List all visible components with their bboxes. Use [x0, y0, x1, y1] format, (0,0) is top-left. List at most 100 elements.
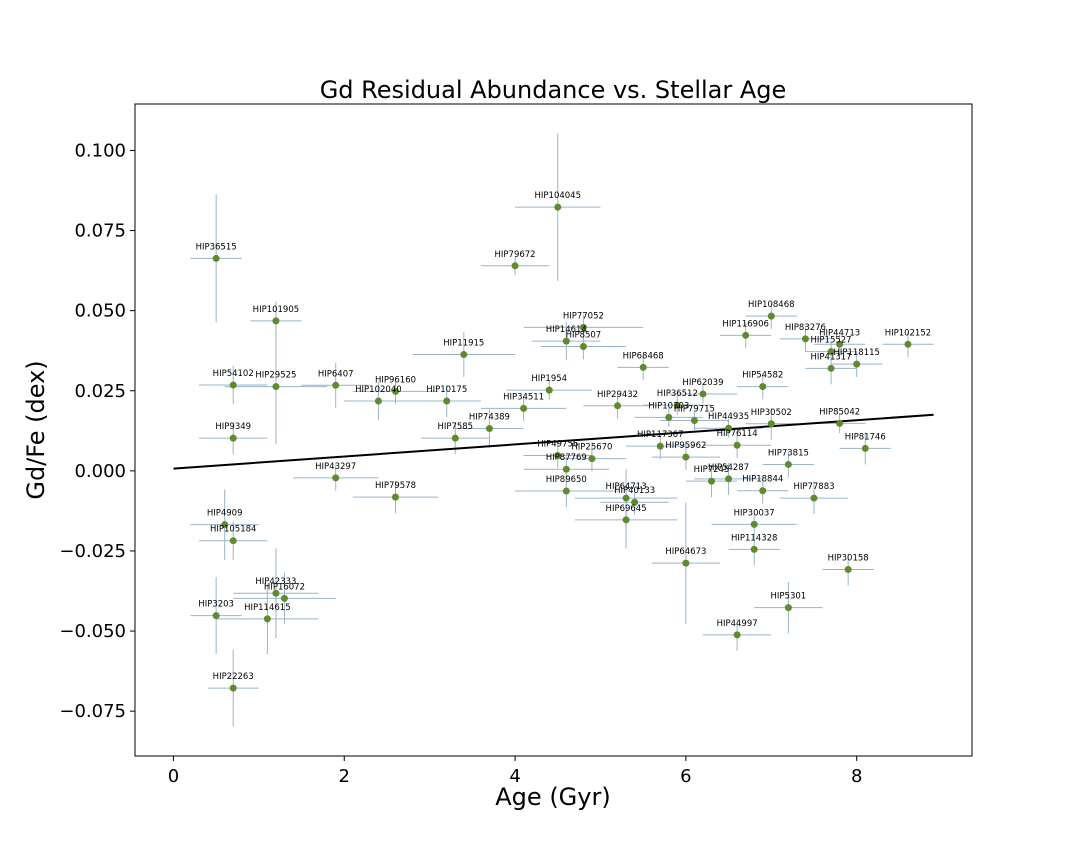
data-point	[391, 387, 399, 395]
x-tick-label: 0	[168, 766, 179, 787]
point-label: HIP77052	[563, 311, 604, 321]
point-label: HIP104045	[535, 191, 581, 201]
data-point	[520, 404, 528, 412]
data-point	[221, 521, 229, 529]
data-point	[631, 498, 639, 506]
point-labels: HIP36515 HIP101905 HIP54102 HIP29525 HIP6407…	[196, 191, 932, 682]
point-label: HIP30158	[828, 554, 869, 564]
data-point	[622, 516, 630, 524]
point-label: HIP83276	[785, 323, 826, 333]
data-point	[229, 434, 237, 442]
data-point	[443, 397, 451, 405]
y-tick-label: 0.075	[74, 221, 126, 242]
data-point	[460, 351, 468, 359]
data-point	[836, 340, 844, 348]
point-label: HIP54287	[708, 463, 749, 473]
data-point	[742, 331, 750, 339]
data-point	[750, 545, 758, 553]
data-point	[229, 537, 237, 545]
data-point	[673, 401, 681, 409]
data-point	[622, 494, 630, 502]
point-label: HIP64673	[665, 547, 706, 557]
data-point	[579, 323, 587, 331]
data-point	[656, 442, 664, 450]
point-label: HIP29432	[597, 390, 638, 400]
point-label: HIP42333	[255, 577, 296, 587]
point-label: HIP77883	[793, 482, 834, 492]
point-label: HIP43297	[315, 462, 356, 472]
data-point	[836, 419, 844, 427]
y-tick-label: 0.050	[74, 301, 126, 322]
x-tick-label: 4	[509, 766, 520, 787]
point-label: HIP95962	[665, 441, 706, 451]
point-label: HIP105184	[210, 525, 256, 535]
data-point	[579, 343, 587, 351]
point-label: HIP15527	[811, 336, 852, 346]
y-tick-label: −0.025	[59, 541, 126, 562]
point-label: HIP118115	[833, 348, 879, 358]
point-label: HIP40133	[614, 486, 655, 496]
point-label: HIP79672	[495, 250, 536, 260]
data-point	[784, 460, 792, 468]
x-tick-label: 6	[680, 766, 691, 787]
point-label: HIP69645	[606, 504, 647, 514]
data-point	[853, 360, 861, 368]
data-point	[827, 348, 835, 356]
data-point	[554, 451, 562, 459]
point-label: HIP3203	[198, 600, 234, 610]
point-label: HIP11915	[443, 339, 484, 349]
point-label: HIP44935	[708, 412, 749, 422]
point-label: HIP101905	[253, 305, 299, 315]
data-point	[733, 441, 741, 449]
point-label: HIP79578	[375, 481, 416, 491]
y-tick-label: 0.000	[74, 461, 126, 482]
point-label: HIP10175	[426, 385, 467, 395]
point-label: HIP5301	[771, 592, 807, 602]
point-label: HIP64713	[606, 482, 647, 492]
point-label: HIP68468	[623, 351, 664, 361]
point-label: HIP76114	[717, 429, 758, 439]
data-point	[451, 434, 459, 442]
data-point	[554, 203, 562, 211]
data-point	[332, 381, 340, 389]
data-point	[511, 262, 519, 270]
point-label: HIP34511	[503, 392, 544, 402]
point-label: HIP114615	[244, 603, 290, 613]
point-label: HIP6407	[318, 369, 354, 379]
point-label: HIP22263	[213, 672, 254, 682]
data-point	[759, 383, 767, 391]
y-axis-ticks: −0.075 −0.050 −0.025 0.000 0.025 0.050 0.075 0.…	[59, 140, 135, 722]
chart-title: Gd Residual Abundance vs. Stellar Age	[320, 76, 787, 104]
point-label: HIP102152	[885, 328, 931, 338]
point-label: HIP30502	[751, 408, 792, 418]
point-label: HIP18844	[742, 475, 783, 485]
data-point	[690, 417, 698, 425]
point-label: HIP116906	[722, 319, 768, 329]
point-label: HIP114328	[731, 533, 777, 543]
data-point	[767, 420, 775, 428]
point-label: HIP10303	[648, 401, 689, 411]
point-label: HIP1954	[531, 374, 567, 384]
data-point	[332, 474, 340, 482]
point-label: HIP102040	[355, 385, 401, 395]
data-point	[639, 363, 647, 371]
point-label: HIP54582	[742, 371, 783, 381]
data-point	[708, 477, 716, 485]
data-point	[844, 566, 852, 574]
data-point	[545, 386, 553, 394]
data-point	[212, 254, 220, 262]
point-label: HIP36515	[196, 242, 237, 252]
y-tick-label: −0.050	[59, 621, 126, 642]
data-points	[212, 203, 912, 692]
data-point	[263, 615, 271, 623]
point-label: HIP73815	[768, 448, 809, 458]
point-label: HIP89650	[546, 475, 587, 485]
data-point	[588, 455, 596, 463]
point-label: HIP54102	[213, 369, 254, 379]
data-point	[904, 340, 912, 348]
point-label: HIP44713	[819, 328, 860, 338]
point-label: HIP16072	[264, 582, 305, 592]
point-label: HIP7585	[437, 422, 473, 432]
